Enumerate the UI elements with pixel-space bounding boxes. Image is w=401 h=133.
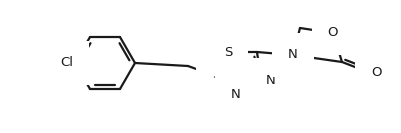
- Text: N: N: [266, 74, 276, 86]
- Text: N: N: [231, 88, 241, 101]
- Text: O: O: [328, 26, 338, 40]
- Text: O: O: [371, 65, 381, 78]
- Text: N: N: [288, 49, 298, 61]
- Text: Cl: Cl: [60, 57, 73, 70]
- Text: S: S: [212, 68, 221, 80]
- Text: S: S: [224, 45, 232, 59]
